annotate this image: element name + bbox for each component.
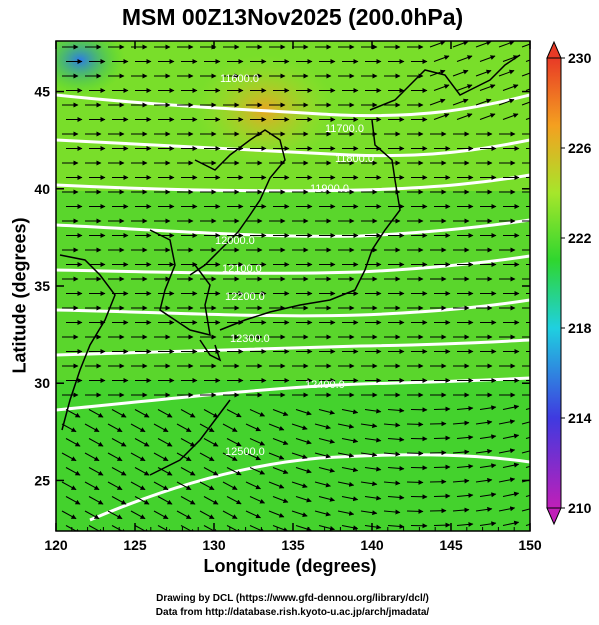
x-tick-label: 135 <box>281 537 305 553</box>
colorbar-tick-label: 214 <box>568 410 592 426</box>
x-tick-label: 145 <box>439 537 463 553</box>
colorbar-ramp <box>546 57 562 509</box>
contour-label: 12200.0 <box>225 291 265 303</box>
contour-labels: 11600.0 11700.0 11800.0 11900.0 12000.0 … <box>215 73 374 458</box>
x-tick-label: 150 <box>518 537 542 553</box>
wind-vectors <box>61 41 530 531</box>
credit-drawing: Drawing by DCL (https://www.gfd-dennou.o… <box>156 593 429 604</box>
contour-label: 12000.0 <box>215 235 255 247</box>
x-tick-label: 125 <box>123 537 147 553</box>
contour-label: 11800.0 <box>335 153 374 165</box>
y-tick-label: 35 <box>34 278 50 294</box>
contour-label: 11900.0 <box>310 183 349 195</box>
contour-label: 12300.0 <box>230 333 270 345</box>
credits: Drawing by DCL (https://www.gfd-dennou.o… <box>0 592 585 620</box>
colorbar-tick-label: 230 <box>568 50 592 66</box>
y-tick-label: 40 <box>34 181 50 197</box>
y-axis: 25 30 35 40 45 <box>34 84 530 488</box>
credit-data: Data from http://database.rish.kyoto-u.a… <box>155 607 430 618</box>
map-title: MSM 00Z13Nov2025 (200.0hPa) <box>121 4 464 30</box>
colorbar: 210 214 218 222 226 230 <box>546 40 592 526</box>
coastlines <box>59 54 521 476</box>
y-axis-label: Latitude (degrees) <box>9 217 30 374</box>
contour-label: 12500.0 <box>225 446 265 458</box>
colorbar-tick-label: 218 <box>568 320 592 336</box>
x-axis-label: Longitude (degrees) <box>203 556 377 576</box>
map-plot-area: 11600.0 11700.0 11800.0 11900.0 12000.0 … <box>56 41 530 531</box>
colorbar-upper-triangle <box>546 40 562 59</box>
colorbar-lower-triangle <box>546 507 562 526</box>
colorbar-tick-label: 210 <box>568 500 592 516</box>
y-tick-label: 45 <box>34 84 50 100</box>
y-tick-label: 30 <box>34 375 50 391</box>
contour-label: 11700.0 <box>325 123 364 135</box>
contour-label: 12400.0 <box>305 379 345 391</box>
colorbar-tick-label: 226 <box>568 140 592 156</box>
x-tick-label: 130 <box>202 537 226 553</box>
colorbar-tick-label: 222 <box>568 230 592 246</box>
cold-anomaly <box>56 41 125 95</box>
x-tick-label: 140 <box>360 537 384 553</box>
y-tick-label: 25 <box>34 472 50 488</box>
contour-label: 11600.0 <box>220 73 259 85</box>
x-tick-label: 120 <box>44 537 68 553</box>
contour-label: 12100.0 <box>222 263 262 275</box>
x-axis: 120 125 130 135 140 145 150 <box>44 41 542 553</box>
